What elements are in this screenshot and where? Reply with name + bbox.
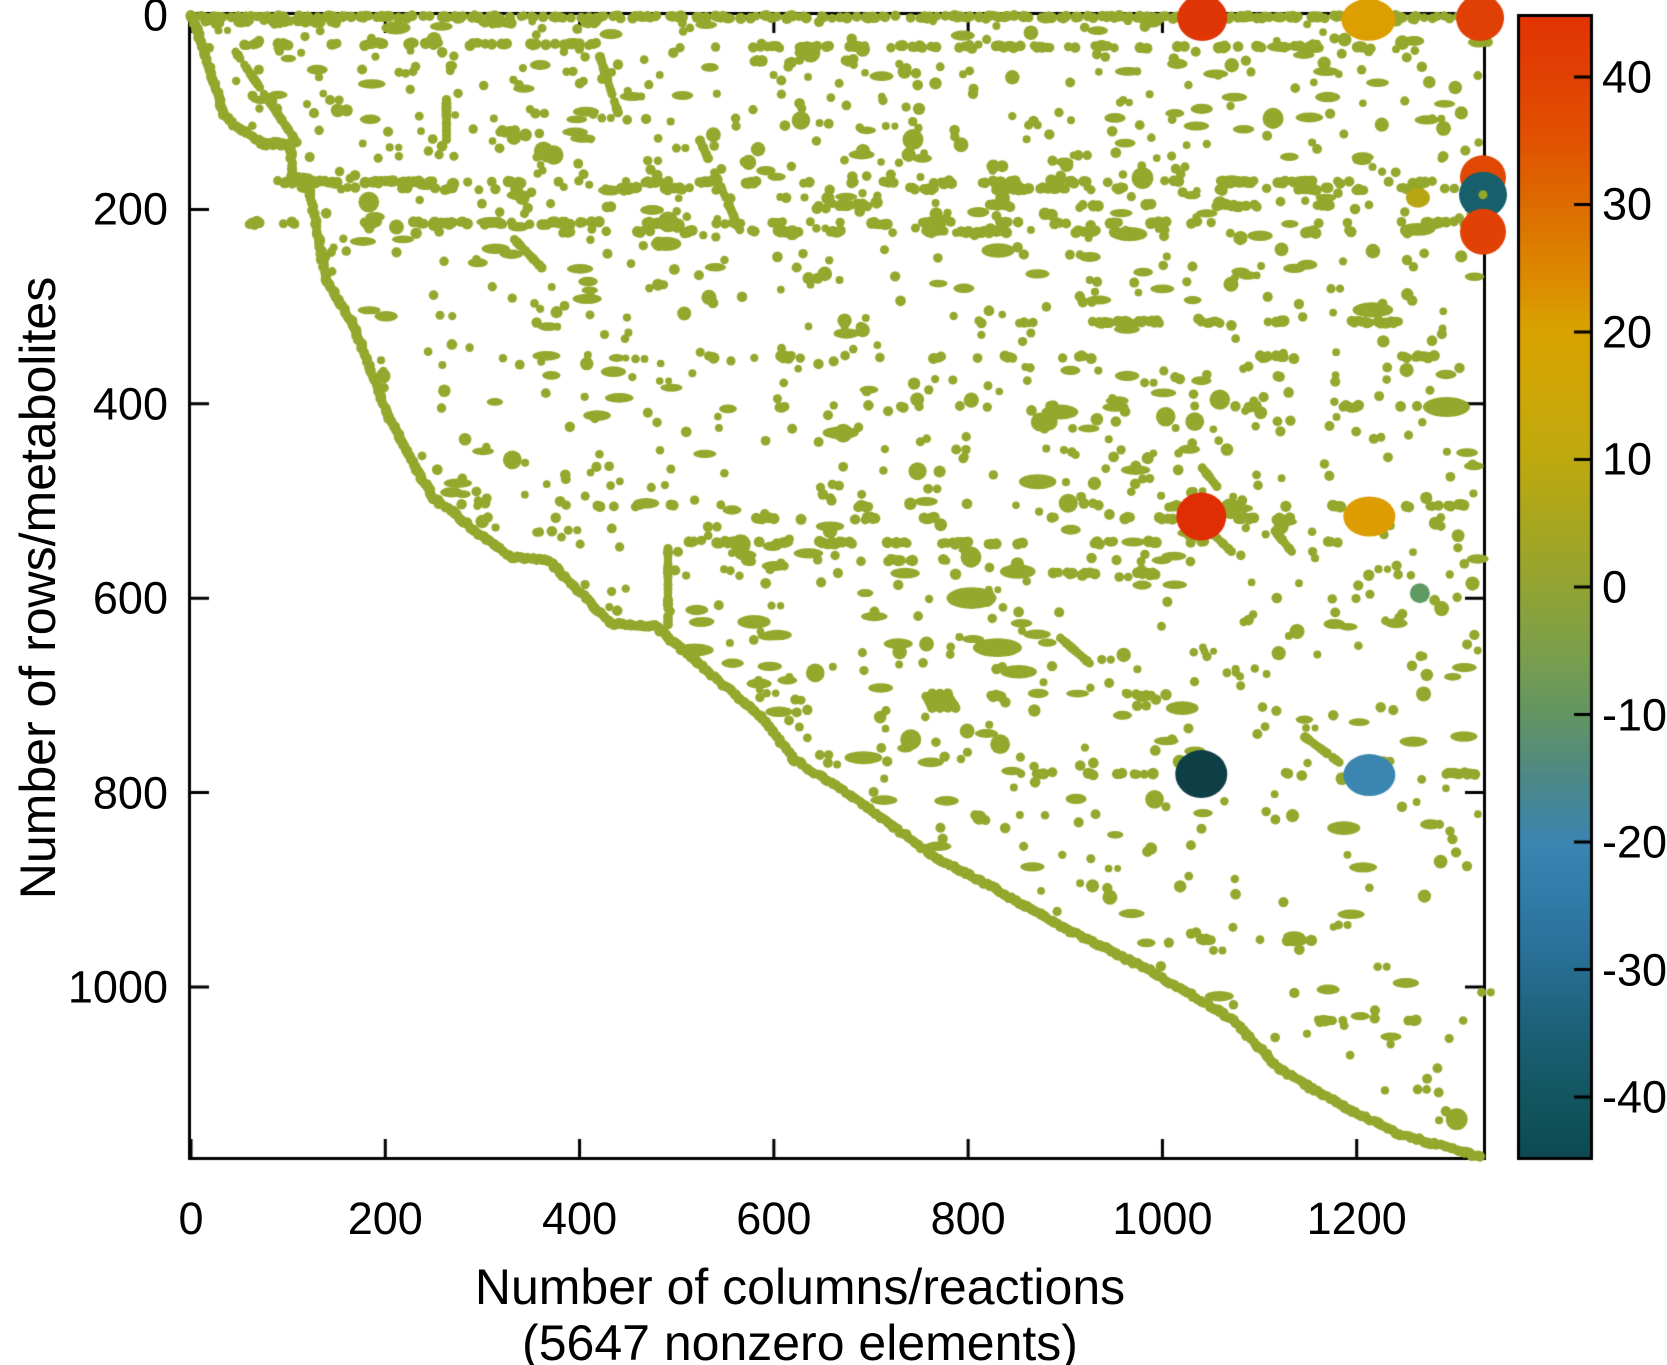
colorbar-tick-label: 30	[1602, 178, 1653, 230]
colorbar-tick-label: -40	[1602, 1071, 1667, 1123]
y-tick-label: 400	[92, 378, 168, 430]
y-axis-title: Number of rows/metabolites	[10, 276, 66, 900]
x-axis-title: Number of columns/reactions	[474, 1259, 1126, 1315]
x-tick-label: 600	[736, 1193, 812, 1244]
y-tick-label: 800	[92, 767, 168, 819]
y-tick-label: 1000	[67, 961, 168, 1013]
colorbar-tick-label: -20	[1602, 816, 1667, 868]
x-tick-label: 800	[930, 1193, 1006, 1244]
y-tick-label: 600	[92, 572, 168, 624]
y-tick-label: 0	[142, 0, 168, 41]
colorbar-tick-label: 10	[1602, 433, 1653, 485]
x-tick-label: 400	[542, 1193, 618, 1244]
colorbar-tick-label: 20	[1602, 306, 1653, 358]
colorbar-tick-label: 0	[1602, 561, 1628, 613]
x-tick-label: 1200	[1306, 1193, 1407, 1244]
x-tick-label: 0	[178, 1193, 204, 1244]
x-tick-label: 200	[347, 1193, 423, 1244]
x-axis-subtitle: (5647 nonzero elements)	[522, 1315, 1078, 1365]
x-tick-label: 1000	[1112, 1193, 1213, 1244]
colorbar-tick-label: -10	[1602, 689, 1667, 741]
y-tick-label: 200	[92, 183, 168, 235]
colorbar-tick-label: -30	[1602, 944, 1667, 996]
colorbar-tick-label: 40	[1602, 51, 1653, 103]
